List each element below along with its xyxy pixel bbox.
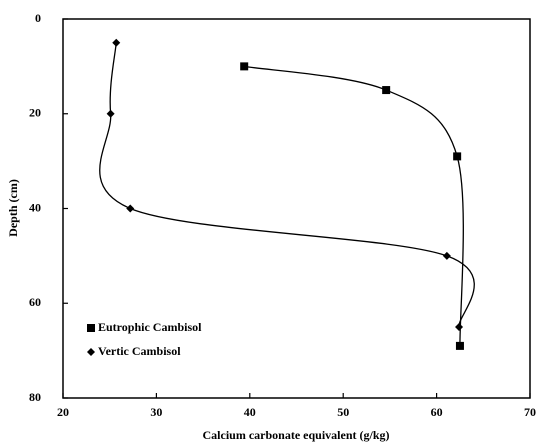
x-axis-label: Calcium carbonate equivalent (g/kg) <box>203 428 390 442</box>
marker <box>455 341 464 350</box>
x-tick-label: 60 <box>431 405 443 419</box>
marker <box>240 62 249 71</box>
marker <box>112 38 121 47</box>
marker <box>106 109 115 118</box>
series-line <box>99 42 475 328</box>
x-tick-label: 30 <box>150 405 162 419</box>
y-tick-label: 0 <box>35 11 41 25</box>
y-tick-label: 80 <box>29 390 41 404</box>
marker <box>453 152 462 161</box>
legend-label: Vertic Cambisol <box>98 344 181 358</box>
marker <box>382 86 391 95</box>
x-tick-label: 70 <box>524 405 536 419</box>
legend-label: Eutrophic Cambisol <box>98 320 202 334</box>
y-tick-label: 20 <box>29 106 41 120</box>
legend-marker <box>87 348 95 356</box>
y-tick-label: 40 <box>29 200 41 214</box>
series-line <box>244 65 464 346</box>
x-tick-label: 40 <box>244 405 256 419</box>
marker <box>442 251 451 260</box>
legend-marker <box>87 324 95 332</box>
marker <box>455 322 464 331</box>
x-tick-label: 20 <box>57 405 69 419</box>
x-tick-label: 50 <box>337 405 349 419</box>
y-axis-label: Depth (cm) <box>6 179 20 237</box>
y-tick-label: 60 <box>29 295 41 309</box>
marker <box>126 204 135 213</box>
